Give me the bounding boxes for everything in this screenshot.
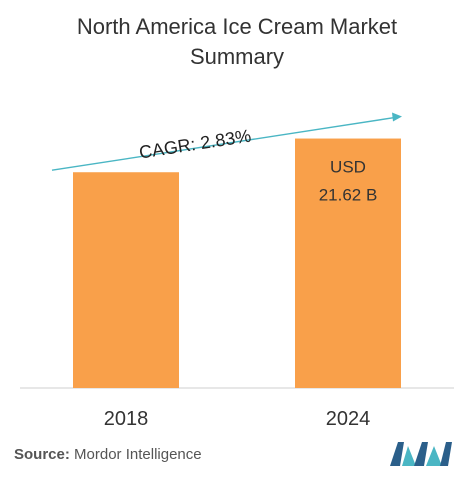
data-label-2024-0: USD	[330, 158, 366, 177]
cagr-annotation: CAGR: 2.83%	[138, 126, 253, 163]
chart-title-line2: Summary	[189, 44, 285, 69]
cagr-arrow-head	[392, 112, 402, 122]
bar-2024	[295, 138, 401, 388]
chart-title-line1: North America Ice Cream Market	[76, 14, 398, 39]
source-note: Source: Mordor Intelligence	[14, 446, 202, 463]
source-text: Mordor Intelligence	[74, 446, 202, 463]
bar-2018	[73, 172, 179, 388]
data-label-2024-1: 21.62 B	[319, 186, 378, 205]
source-label: Source:	[14, 446, 70, 463]
cagr-arrow-line	[51, 116, 397, 171]
mordor-logo-icon	[390, 442, 452, 466]
chart-title: North America Ice Cream Market Summary	[0, 12, 474, 72]
x-tick-label-2024: 2024	[326, 408, 371, 430]
x-tick-label-2018: 2018	[104, 408, 149, 430]
